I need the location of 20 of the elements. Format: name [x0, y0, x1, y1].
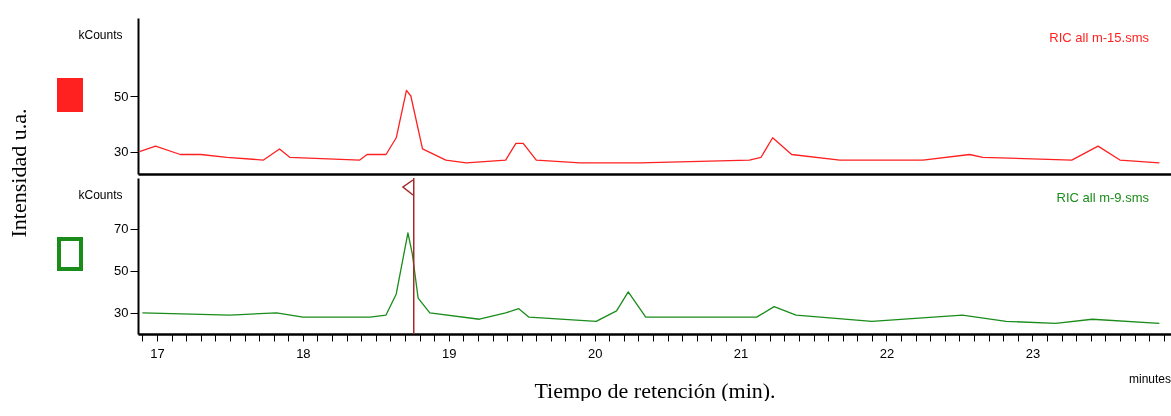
- text: RIC all m-9.sms: [1056, 190, 1150, 205]
- text: RIC all m-15.sms: [1049, 30, 1150, 45]
- x-tick-label: 23: [1025, 345, 1041, 361]
- y-axis-title: kCounts: [78, 187, 123, 202]
- y-axis-title: kCounts: [78, 27, 123, 42]
- line-series: [138, 89, 1160, 164]
- x-tick-label: 20: [587, 345, 603, 361]
- line-series: [141, 232, 1160, 325]
- y-tick-label: 30: [114, 305, 129, 321]
- x-tick-label: 17: [150, 345, 165, 361]
- y-tick-label: 50: [114, 88, 129, 104]
- y-tick-label: 30: [114, 144, 129, 160]
- x-tick-label: 19: [442, 345, 457, 361]
- x-tick-label: 18: [296, 345, 311, 361]
- text: minutes: [1128, 372, 1171, 386]
- y-tick-label: 50: [114, 263, 129, 279]
- y-tick-label: 70: [114, 221, 129, 237]
- x-tick-label: 22: [879, 345, 895, 361]
- text: Intensidad u.a.: [6, 107, 32, 240]
- x-tick-label: 21: [733, 345, 749, 361]
